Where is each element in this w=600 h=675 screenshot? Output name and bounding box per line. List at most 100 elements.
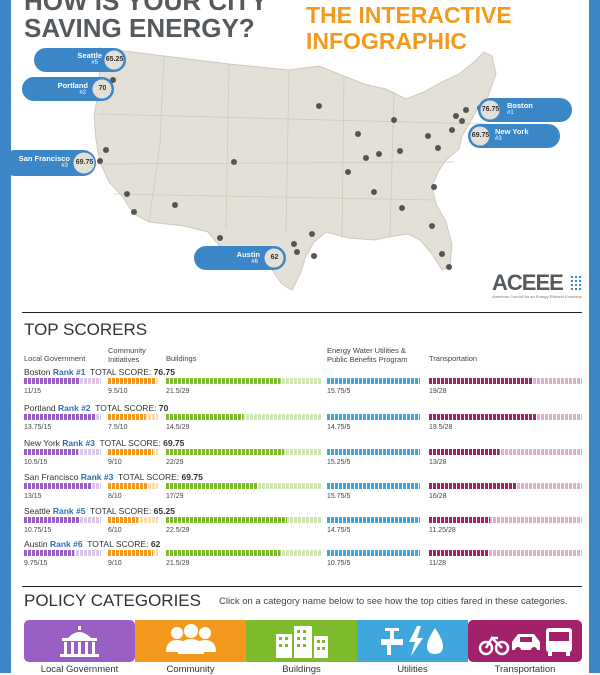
city-rank: Rank #6: [50, 539, 83, 549]
divider-top-scorers: [22, 312, 582, 313]
bar-buildings: [166, 378, 321, 384]
value-transportation: 16/28: [429, 493, 447, 500]
value-local-government: 9.75/15: [24, 560, 48, 567]
bar-utilities: [327, 449, 420, 455]
value-transportation: 11/28: [429, 560, 446, 567]
value-transportation: 19/28: [429, 388, 447, 395]
score-row-title: New York Rank #3 TOTAL SCORE: 69.75: [24, 438, 184, 448]
bar-utilities: [327, 414, 420, 420]
value-community: 6/10: [108, 527, 122, 534]
column-header-line: Initiatives: [108, 355, 140, 364]
value-utilities: 10.75/5: [327, 560, 351, 567]
bar-transportation: [429, 449, 582, 455]
total-label: TOTAL SCORE:: [95, 403, 157, 413]
callout-seattle-score: 65.25: [105, 56, 124, 63]
value-community: 7.5/10: [108, 424, 128, 431]
column-header-utilities: Energy Water Utilities & Public Benefits…: [327, 346, 407, 364]
score-row-title: Seattle Rank #5 TOTAL SCORE: 65.25: [24, 506, 175, 516]
value-community: 9/10: [108, 459, 122, 466]
callout-new-york[interactable]: 69.75 New York #3: [468, 124, 560, 148]
category-local-government[interactable]: [24, 620, 135, 662]
value-utilities: 15.25/5: [327, 459, 351, 466]
total-label: TOTAL SCORE:: [87, 539, 149, 549]
category-label-community[interactable]: Community: [166, 664, 215, 675]
policy-hint: Click on a category name below to see ho…: [219, 596, 568, 607]
aceee-logo: ACEEE American Council for an Energy-Eff…: [492, 272, 582, 299]
category-label-utilities[interactable]: Utilities: [397, 664, 428, 675]
callout-portland[interactable]: Portland #2 70: [22, 77, 114, 101]
bar-community: [108, 449, 158, 455]
value-transportation: 19.5/28: [429, 424, 453, 431]
utilities-icon: [357, 620, 468, 662]
callout-seattle-rank: #5: [91, 60, 98, 66]
value-buildings: 14.5/29: [166, 424, 190, 431]
city-name: New York: [24, 438, 60, 448]
category-utilities[interactable]: [357, 620, 468, 662]
callout-austin-score: 62: [270, 254, 279, 261]
subtitle-line-2: INFOGRAPHIC: [306, 28, 467, 54]
value-utilities: 15.75/5: [327, 388, 351, 395]
column-header-community: Community Initiatives: [108, 346, 146, 364]
us-map: [93, 47, 497, 291]
total-label: TOTAL SCORE:: [90, 506, 152, 516]
logo-tagline: American Council for an Energy-Efficient…: [492, 294, 582, 299]
value-local-government: 13/15: [24, 493, 42, 500]
category-buildings[interactable]: [246, 620, 357, 662]
value-local-government: 10.5/15: [24, 459, 48, 466]
callout-new-york-shape: [468, 124, 560, 148]
callout-portland-shape: [22, 77, 114, 101]
column-header-buildings: Buildings: [166, 354, 196, 363]
title-line-1: HOW IS YOUR CITY: [24, 0, 268, 16]
column-header-line: Public Benefits Program: [327, 355, 408, 364]
policy-categories-title: POLICY CATEGORIES: [24, 591, 201, 610]
category-label-transportation[interactable]: Transportation: [494, 664, 556, 675]
category-community[interactable]: [135, 620, 246, 662]
bar-buildings: [166, 449, 321, 455]
score-row-title: Portland Rank #2 TOTAL SCORE: 70: [24, 403, 168, 413]
bar-community: [108, 378, 158, 384]
callout-austin[interactable]: Austin #6 62: [194, 246, 286, 270]
bar-local-government: [24, 449, 101, 455]
callout-austin-city: Austin: [236, 250, 260, 259]
state-borders: [95, 55, 485, 239]
callout-boston-score: 76.75: [481, 106, 500, 113]
bar-transportation: [429, 414, 582, 420]
buildings-icon: [246, 620, 357, 662]
capitol-building-icon: [24, 620, 135, 662]
category-label-buildings[interactable]: Buildings: [282, 664, 321, 675]
value-buildings: 22.5/29: [166, 527, 190, 534]
callout-portland-score: 70: [98, 85, 107, 92]
bar-community: [108, 483, 158, 489]
bar-buildings: [166, 414, 321, 420]
callout-boston[interactable]: 76.75 Boston #1: [478, 98, 572, 122]
callout-seattle-city: Seattle: [77, 51, 102, 60]
callout-new-york-city: New York: [495, 127, 529, 136]
bar-utilities: [327, 550, 420, 556]
bar-buildings: [166, 550, 321, 556]
total-score: 69.75: [181, 472, 203, 482]
value-buildings: 17/29: [166, 493, 184, 500]
total-score: 76.75: [153, 367, 175, 377]
category-label-local-government[interactable]: Local Government: [40, 664, 119, 675]
value-buildings: 22/29: [166, 459, 184, 466]
bar-community: [108, 414, 158, 420]
bar-utilities: [327, 483, 420, 489]
callout-san-francisco-score: 69.75: [75, 159, 94, 166]
value-local-government: 11/15: [24, 388, 41, 395]
total-score: 69.75: [163, 438, 185, 448]
city-name: Portland: [24, 403, 56, 413]
bar-transportation: [429, 550, 582, 556]
divider-policy: [22, 586, 582, 587]
logo-dots-icon: [570, 275, 582, 291]
column-header-line: Community: [108, 346, 146, 355]
city-name: Seattle: [24, 506, 51, 516]
total-label: TOTAL SCORE:: [90, 367, 152, 377]
callout-seattle[interactable]: Seattle #5 65.25: [34, 48, 126, 72]
score-row-title: San Francisco Rank #3 TOTAL SCORE: 69.75: [24, 472, 203, 482]
value-utilities: 14.75/5: [327, 527, 351, 534]
callout-san-francisco[interactable]: San Francisco #3 69.75: [2, 150, 96, 176]
category-transportation[interactable]: [468, 620, 582, 662]
column-header-line: Energy Water Utilities &: [327, 346, 406, 355]
bar-transportation: [429, 378, 582, 384]
callout-new-york-score: 69.75: [471, 132, 490, 139]
